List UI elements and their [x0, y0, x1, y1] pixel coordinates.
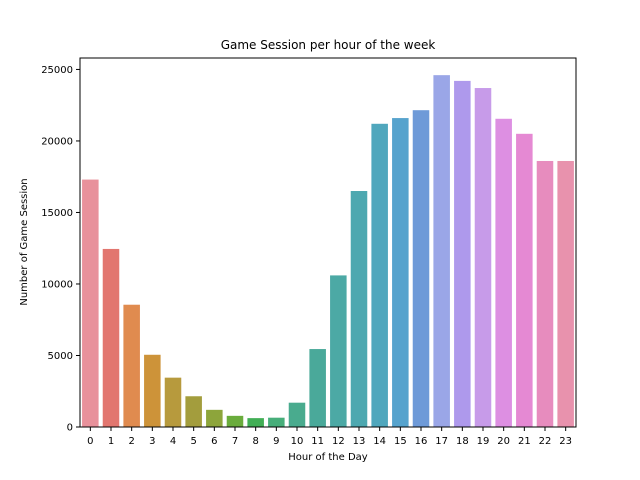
x-axis-ticks: 0 1 2 3 4 5 6 7 8 9 10 11 12 13 14 15 16 17 18 19 20 21 22 23 — [87, 427, 572, 447]
x-tick-label: 16 — [415, 436, 428, 447]
x-tick-label: 2 — [128, 436, 134, 447]
y-tick-label: 0 — [67, 423, 73, 434]
plot-frame — [79, 57, 577, 428]
x-tick-label: 18 — [456, 436, 469, 447]
y-tick-label: 15000 — [41, 208, 73, 219]
bar-hour-22 — [536, 160, 554, 428]
x-tick-label: 4 — [170, 436, 176, 447]
x-tick-label: 20 — [497, 436, 510, 447]
x-tick-label: 13 — [353, 436, 366, 447]
bar-hour-2 — [123, 304, 140, 427]
bar-hour-11 — [309, 349, 326, 427]
x-tick-label: 14 — [373, 436, 386, 447]
x-tick-label: 23 — [559, 436, 572, 447]
y-axis-label: Number of Game Session — [19, 178, 30, 305]
x-tick-label: 19 — [477, 436, 490, 447]
chart-title: Game Session per hour of the week — [221, 38, 436, 52]
bar-hour-14 — [371, 123, 388, 427]
x-tick-label: 6 — [211, 436, 217, 447]
y-tick-label: 10000 — [41, 279, 73, 290]
x-tick-label: 22 — [539, 436, 552, 447]
bar-hour-9 — [268, 417, 285, 427]
x-tick-label: 8 — [252, 436, 258, 447]
x-tick-label: 15 — [394, 436, 407, 447]
bar-hour-1 — [102, 248, 120, 427]
x-tick-label: 1 — [108, 436, 114, 447]
bar-hour-17 — [433, 75, 450, 427]
x-tick-label: 11 — [311, 436, 324, 447]
bar-hour-23 — [557, 160, 574, 428]
bar-hour-16 — [412, 110, 430, 427]
bar-hour-10 — [288, 402, 306, 427]
bar-hour-5 — [185, 396, 202, 427]
x-tick-label: 5 — [190, 436, 196, 447]
x-tick-label: 12 — [332, 436, 345, 447]
y-tick-label: 20000 — [41, 136, 73, 147]
x-tick-label: 21 — [518, 436, 531, 447]
bar-hour-19 — [474, 88, 492, 427]
bar-hour-4 — [164, 377, 182, 427]
bar-hour-13 — [350, 191, 368, 427]
bars-group — [82, 75, 574, 428]
y-tick-label: 5000 — [48, 351, 73, 362]
x-tick-label: 7 — [232, 436, 238, 447]
bar-hour-20 — [495, 118, 512, 427]
x-tick-label: 3 — [149, 436, 155, 447]
x-tick-label: 17 — [435, 436, 448, 447]
bar-hour-8 — [247, 418, 264, 427]
bar-hour-12 — [330, 275, 347, 427]
x-tick-label: 10 — [291, 436, 304, 447]
bar-hour-0 — [82, 179, 99, 427]
x-axis-label: Hour of the Day — [288, 452, 368, 463]
x-tick-label: 0 — [87, 436, 93, 447]
bar-hour-7 — [226, 415, 244, 427]
bar-hour-21 — [516, 133, 533, 428]
y-axis-ticks: 0 5000 10000 15000 20000 25000 — [41, 65, 80, 434]
bar-hour-6 — [206, 409, 223, 427]
bar-hour-18 — [454, 80, 471, 427]
x-tick-label: 9 — [273, 436, 279, 447]
bar-hour-15 — [392, 118, 409, 427]
y-tick-label: 25000 — [41, 65, 73, 76]
bar-hour-3 — [144, 354, 161, 427]
